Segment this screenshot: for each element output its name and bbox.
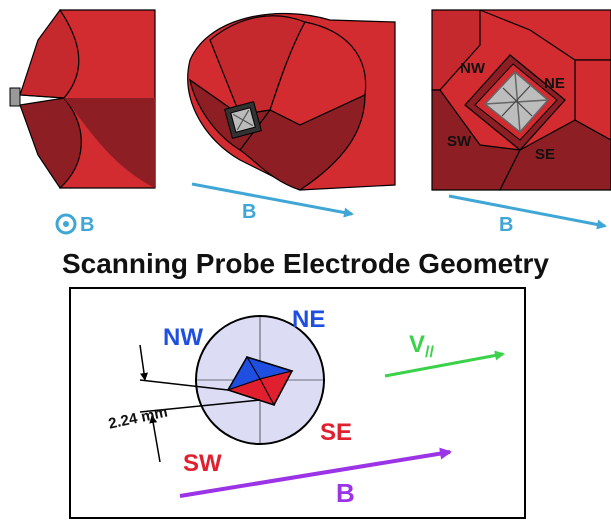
dimension-markers	[139, 344, 261, 463]
probe-side-view	[9, 8, 156, 189]
electrode-quad	[226, 356, 294, 407]
probe-angled-view	[187, 12, 396, 191]
schematic-sw-label: SW	[183, 450, 222, 477]
probe-closeup-view	[431, 9, 611, 191]
view3-sw-label: SW	[447, 133, 472, 150]
view3-ne-label: NE	[544, 75, 565, 92]
v-parallel-sub: //	[425, 344, 434, 361]
v-parallel-arrow	[384, 350, 505, 378]
schematic-nw-label: NW	[163, 324, 203, 351]
b-arrow-bottom	[179, 447, 452, 498]
diagram-title: Scanning Probe Electrode Geometry	[61, 248, 550, 279]
schematic-ne-label: NE	[292, 306, 325, 333]
view3-b-arrow	[448, 194, 607, 230]
schematic-se-label: SE	[320, 419, 352, 446]
view3-nw-label: NW	[460, 60, 486, 77]
view1-b-label: B	[80, 214, 94, 236]
view2-b-label: B	[242, 201, 256, 223]
v-parallel-label: V//	[409, 331, 434, 361]
b-out-of-page-symbol	[55, 213, 77, 235]
v-parallel-main: V	[409, 331, 425, 358]
b-label-bottom: B	[336, 478, 355, 508]
view2-b-arrow	[191, 182, 354, 218]
view3-b-label: B	[499, 214, 513, 236]
view3-se-label: SE	[535, 146, 555, 163]
